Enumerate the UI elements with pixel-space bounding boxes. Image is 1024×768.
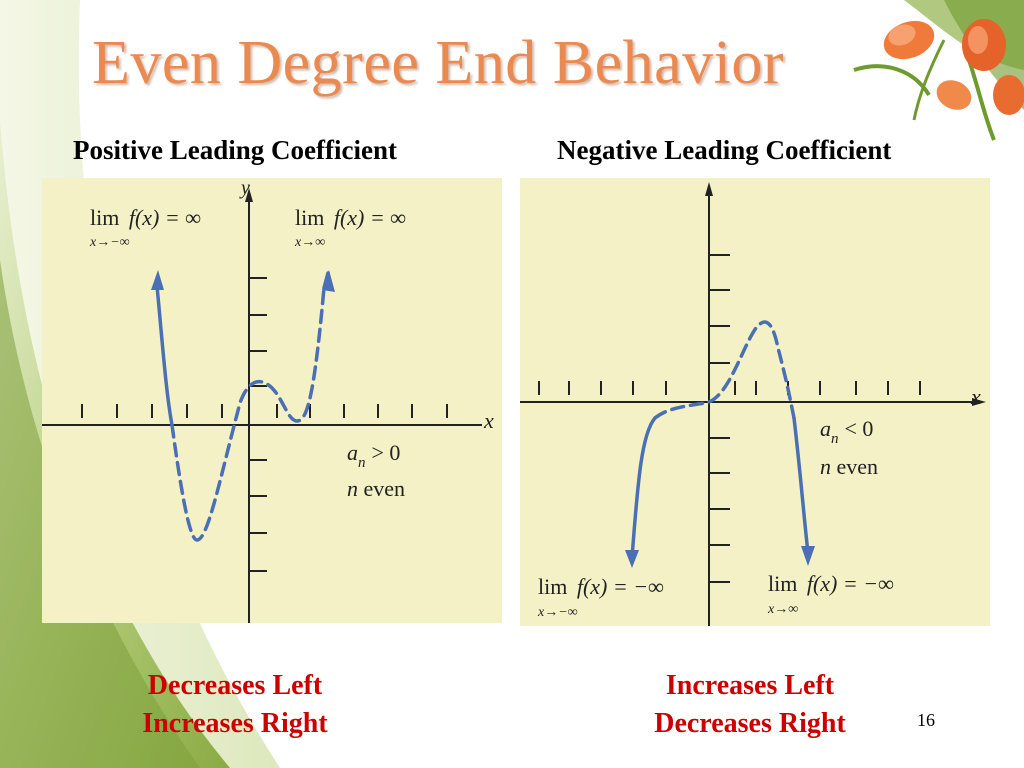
left-x-ticks (81, 404, 448, 418)
right-arrowhead-right (801, 546, 815, 566)
right-graph-panel: x an < 0 n even lim f(x) = −∞ x→−∞ lim f(… (520, 178, 990, 626)
right-curve (630, 320, 810, 560)
left-y-ticks (250, 277, 267, 572)
left-caption-line2: Increases Right (142, 708, 328, 739)
left-graph: y x lim f(x) = ∞ x→−∞ lim f(x) = ∞ x→∞ a… (42, 178, 502, 623)
slide-title: Even Degree End Behavior (92, 29, 785, 97)
left-graph-panel: y x lim f(x) = ∞ x→−∞ lim f(x) = ∞ x→∞ a… (42, 178, 502, 623)
left-lim-left: lim f(x) = ∞ (90, 205, 201, 230)
tulip-flowers-decoration (853, 0, 1024, 141)
right-parity: n even (820, 454, 878, 479)
right-x-ticks (538, 381, 921, 395)
left-y-axis-arrow (245, 188, 253, 202)
left-arrowhead-right (322, 270, 335, 292)
right-x-axis-arrow (972, 398, 986, 406)
right-caption: Increases Left Decreases Right (615, 667, 885, 743)
left-graph-background (42, 178, 502, 623)
right-lim-left: lim f(x) = −∞ (538, 574, 664, 599)
left-condition: an > 0 (347, 440, 400, 471)
left-caption-line1: Decreases Left (147, 670, 323, 701)
right-lim-right: lim f(x) = −∞ (768, 571, 894, 596)
left-y-label: y (239, 178, 250, 199)
left-lim-right-sub: x→∞ (294, 235, 325, 250)
right-lim-left-sub: x→−∞ (537, 605, 578, 620)
right-graph: x an < 0 n even lim f(x) = −∞ x→−∞ lim f(… (520, 178, 990, 626)
left-column-heading: Positive Leading Coefficient (73, 135, 397, 165)
right-x-label: x (970, 384, 981, 409)
right-caption-line1: Increases Left (665, 670, 835, 701)
right-column-heading: Negative Leading Coefficient (557, 135, 892, 165)
right-condition: an < 0 (820, 416, 873, 447)
left-lim-right: lim f(x) = ∞ (295, 205, 406, 230)
page-number: 16 (917, 710, 935, 730)
right-y-axis-arrow (705, 182, 713, 196)
left-lim-left-sub: x→−∞ (89, 235, 130, 250)
left-x-label: x (483, 408, 494, 433)
left-caption: Decreases Left Increases Right (100, 667, 370, 743)
right-y-ticks (710, 254, 730, 583)
left-parity: n even (347, 476, 405, 501)
right-arrowhead-left (625, 550, 639, 568)
right-caption-line2: Decreases Right (654, 708, 846, 739)
left-arrowhead-left (151, 270, 164, 290)
right-lim-right-sub: x→∞ (767, 602, 798, 617)
